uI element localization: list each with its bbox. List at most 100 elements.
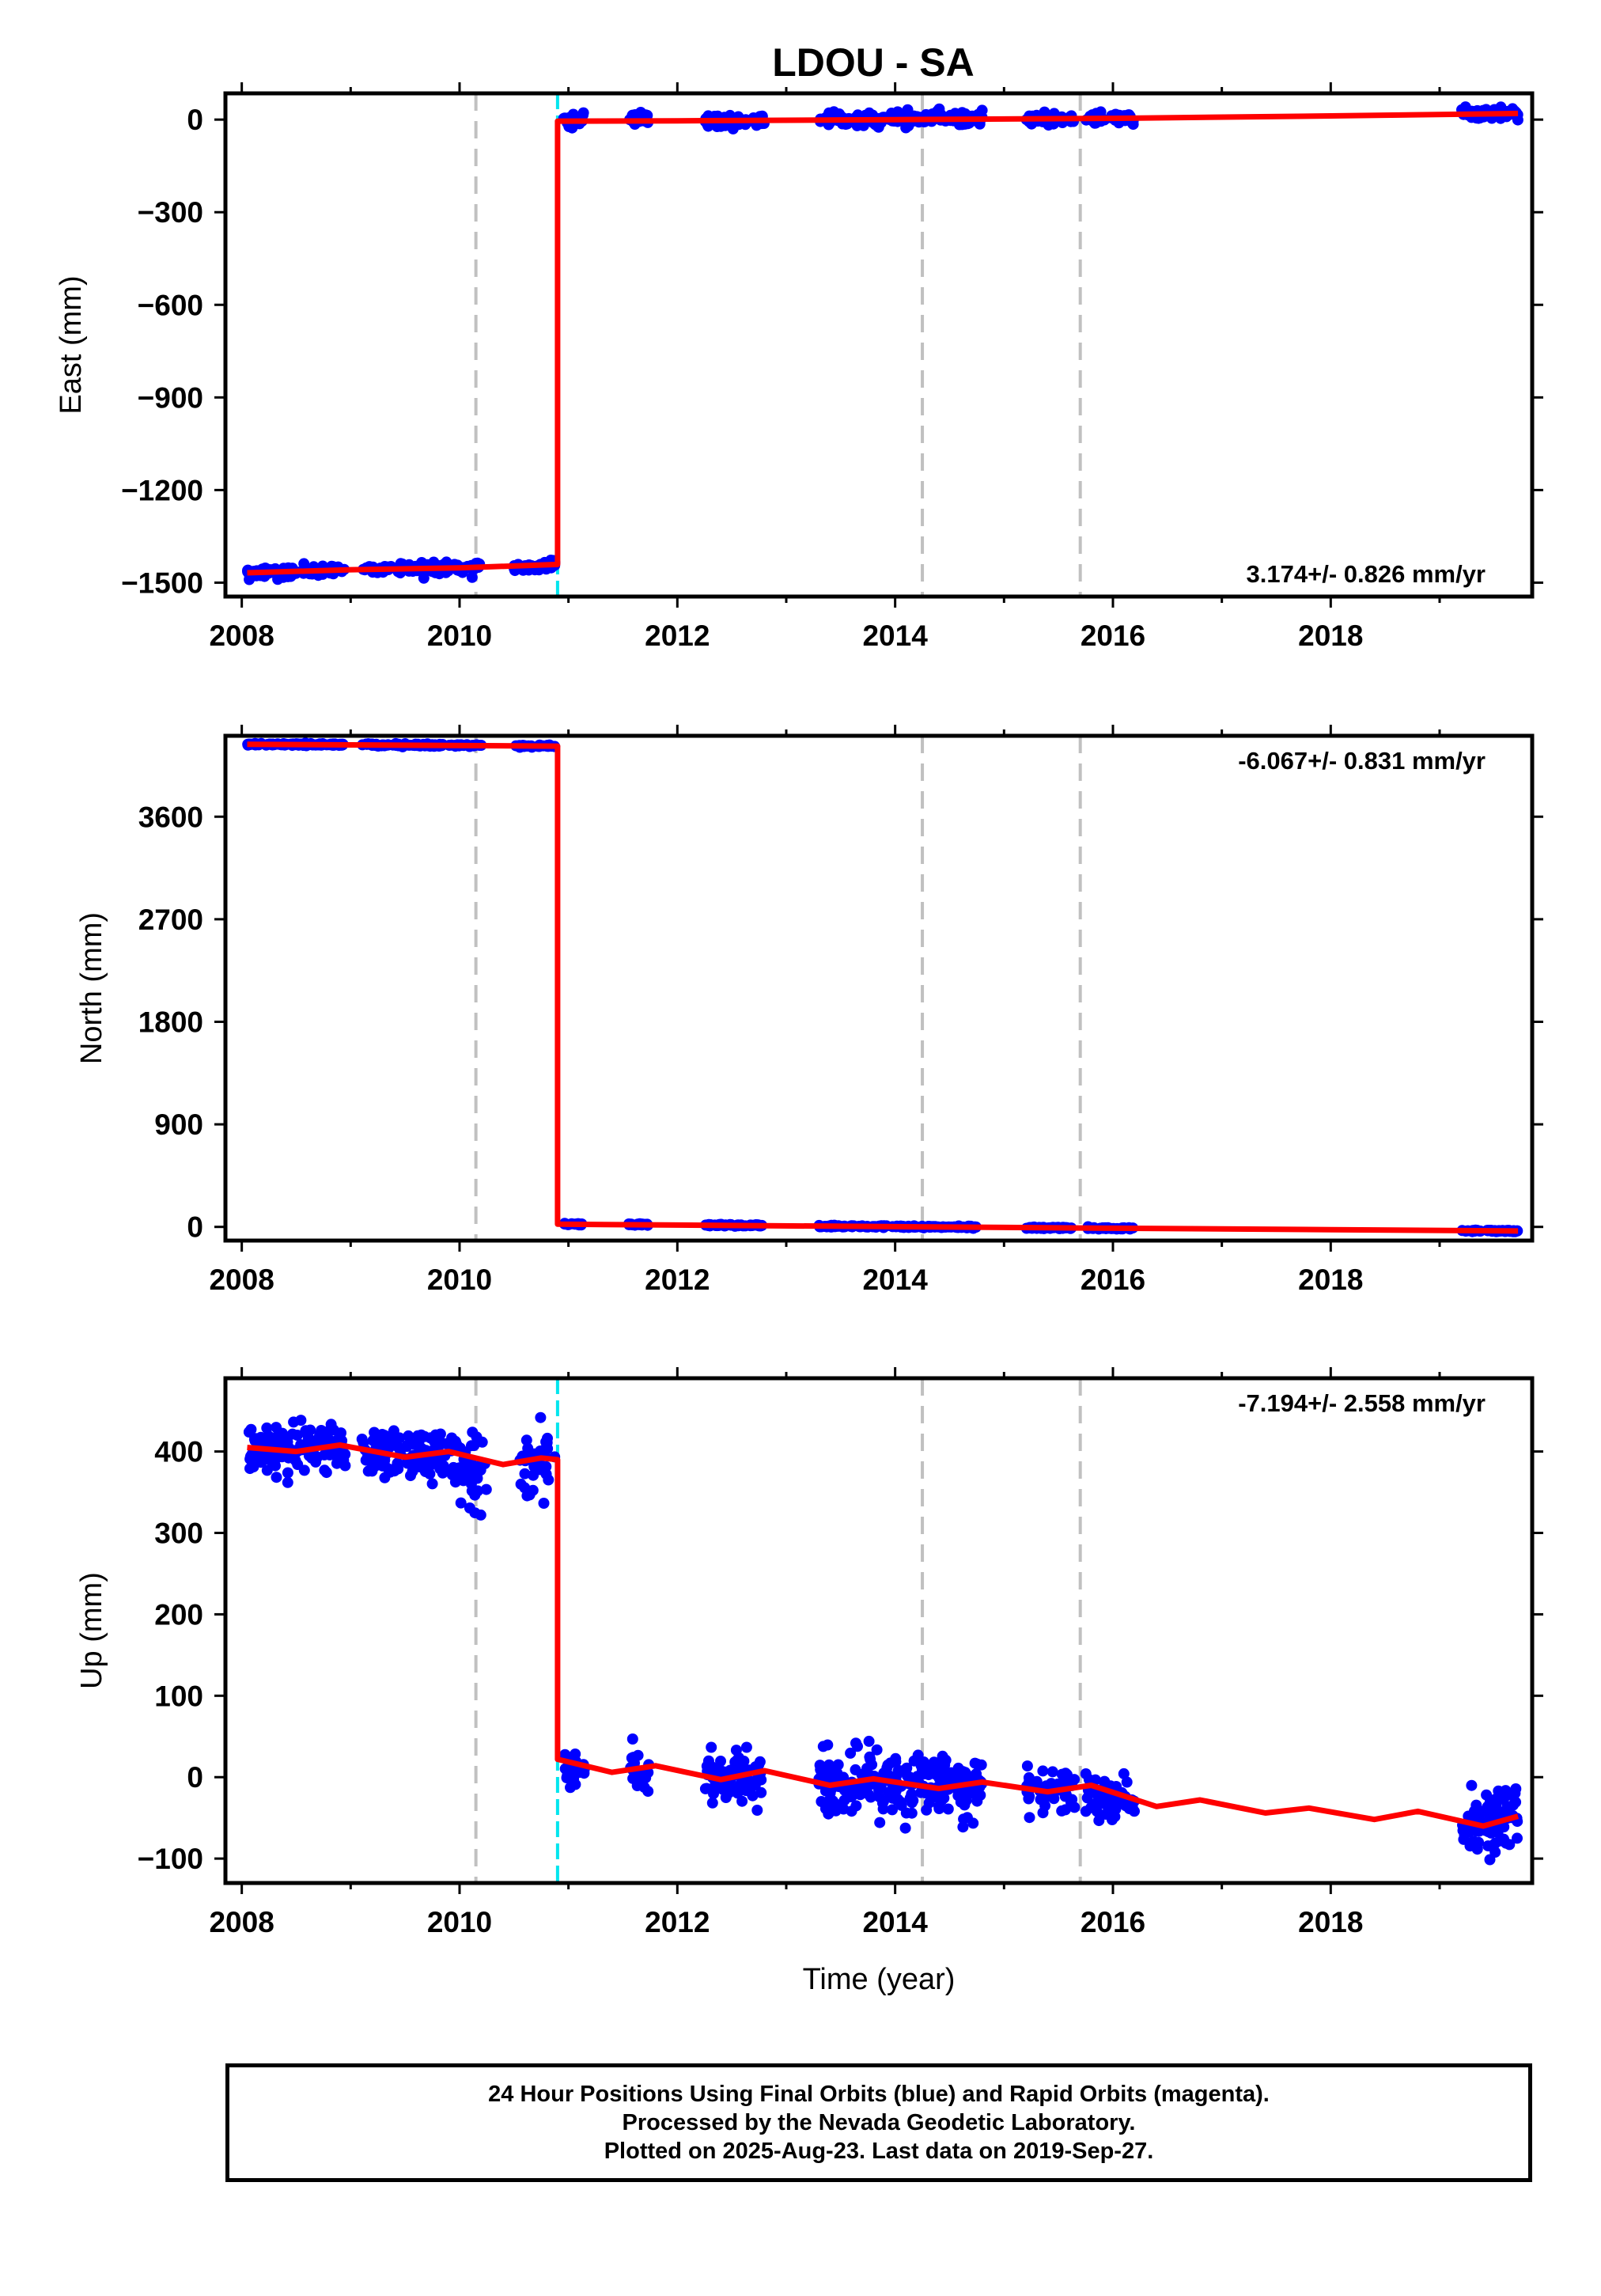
y-tick-label: 200: [154, 1598, 203, 1631]
data-point: [706, 1741, 717, 1753]
data-point: [271, 1472, 282, 1483]
data-point: [577, 107, 589, 119]
x-tick-label: 2016: [1081, 1906, 1145, 1938]
x-tick-label: 2008: [209, 1906, 274, 1938]
data-point: [640, 1772, 652, 1784]
data-point: [379, 1472, 391, 1483]
data-point: [862, 1788, 874, 1800]
x-tick-label: 2008: [209, 1264, 274, 1296]
data-point: [942, 1803, 954, 1815]
data-point: [751, 1805, 763, 1816]
y-tick-label: −100: [138, 1843, 203, 1875]
y-axis-label: Up (mm): [75, 1572, 108, 1689]
data-point: [540, 1468, 552, 1480]
data-point: [919, 1787, 931, 1799]
data-point: [255, 1457, 267, 1468]
panel-east-mm: 2008 2010 2012 2014 2016 2018 0 −300 −600 −900 −12…: [55, 82, 1543, 652]
data-point: [632, 1749, 644, 1761]
data-point: [906, 1797, 918, 1809]
y-tick-label: 1800: [138, 1006, 203, 1038]
y-tick-label: −1200: [121, 474, 203, 506]
data-point: [1065, 1797, 1077, 1809]
data-point: [890, 1752, 902, 1764]
y-tick-label: −600: [138, 289, 203, 321]
data-point: [957, 1821, 969, 1833]
data-point: [559, 1749, 571, 1760]
data-point: [726, 1783, 738, 1794]
y-tick-label: 3600: [138, 801, 203, 833]
data-point: [933, 103, 945, 115]
model-fit-line: [247, 1442, 1520, 1829]
data-point: [846, 1790, 857, 1802]
model-fit-line: [247, 741, 1519, 1234]
plot-area: [242, 93, 1523, 597]
data-point: [291, 1430, 303, 1441]
plot-frame: [223, 91, 1535, 599]
data-point: [865, 1753, 876, 1765]
data-point: [873, 1790, 885, 1802]
data-point: [538, 1498, 550, 1509]
y-axis-label: North (mm): [75, 912, 108, 1064]
data-point: [871, 1744, 883, 1756]
data-point: [891, 1794, 903, 1806]
data-point: [528, 1469, 539, 1481]
x-tick-label: 2016: [1081, 1264, 1145, 1296]
data-point: [933, 1773, 945, 1785]
figure-title: LDOU - SA: [772, 40, 975, 85]
x-tick-label: 2018: [1298, 1906, 1363, 1938]
x-tick-label: 2008: [209, 619, 274, 652]
data-point: [520, 1434, 532, 1446]
x-tick-label: 2014: [862, 1906, 928, 1938]
data-point: [1035, 1794, 1047, 1805]
data-point: [319, 1464, 331, 1476]
data-point: [960, 1794, 972, 1806]
data-point: [715, 1756, 726, 1767]
y-tick-label: 2700: [138, 904, 203, 936]
data-point: [273, 1431, 285, 1443]
data-point: [1089, 1774, 1101, 1786]
data-point: [292, 1459, 304, 1470]
data-point: [816, 1769, 827, 1781]
panel-north-mm: 2008 2010 2012 2014 2016 2018 3600 2700 1800 900 0…: [75, 725, 1543, 1296]
data-point: [874, 1817, 886, 1828]
data-point: [937, 1750, 948, 1762]
footer-line-1: 24 Hour Positions Using Final Orbits (bl…: [488, 2082, 1270, 2107]
data-point: [753, 1759, 765, 1771]
data-point: [1108, 1798, 1120, 1809]
data-points: [243, 1411, 1523, 1866]
data-point: [244, 1453, 256, 1465]
data-point: [1121, 1776, 1133, 1788]
data-point: [1024, 1812, 1035, 1824]
data-point: [405, 1470, 416, 1482]
data-point: [814, 1760, 826, 1771]
data-point: [468, 1440, 480, 1452]
data-point: [928, 1756, 940, 1768]
data-point: [524, 1489, 536, 1501]
data-point: [432, 1436, 444, 1448]
y-tick-label: 300: [154, 1517, 203, 1550]
y-tick-label: 0: [187, 1211, 203, 1244]
data-point: [519, 1468, 531, 1480]
data-point: [880, 1768, 892, 1779]
data-point: [360, 1454, 372, 1466]
data-point: [373, 1434, 384, 1446]
data-point: [1467, 1836, 1479, 1847]
data-point: [1509, 1787, 1521, 1799]
model-fit-line: [247, 110, 1519, 576]
data-point: [952, 1762, 964, 1774]
data-point: [1118, 1767, 1130, 1779]
data-point: [403, 1430, 414, 1442]
data-point: [845, 1747, 857, 1759]
y-tick-label: 0: [187, 1761, 203, 1794]
data-point: [850, 1764, 861, 1775]
data-point: [816, 1796, 827, 1807]
data-point: [306, 1452, 318, 1464]
data-point: [270, 1460, 281, 1472]
data-point: [1509, 1797, 1521, 1809]
data-point: [908, 1755, 920, 1767]
data-point: [1500, 1785, 1512, 1797]
panel-up-mm: 2008 2010 2012 2014 2016 2018 400 300 200 100 0 −10…: [75, 1367, 1543, 1996]
data-point: [1466, 1779, 1478, 1791]
data-point: [702, 1755, 714, 1767]
